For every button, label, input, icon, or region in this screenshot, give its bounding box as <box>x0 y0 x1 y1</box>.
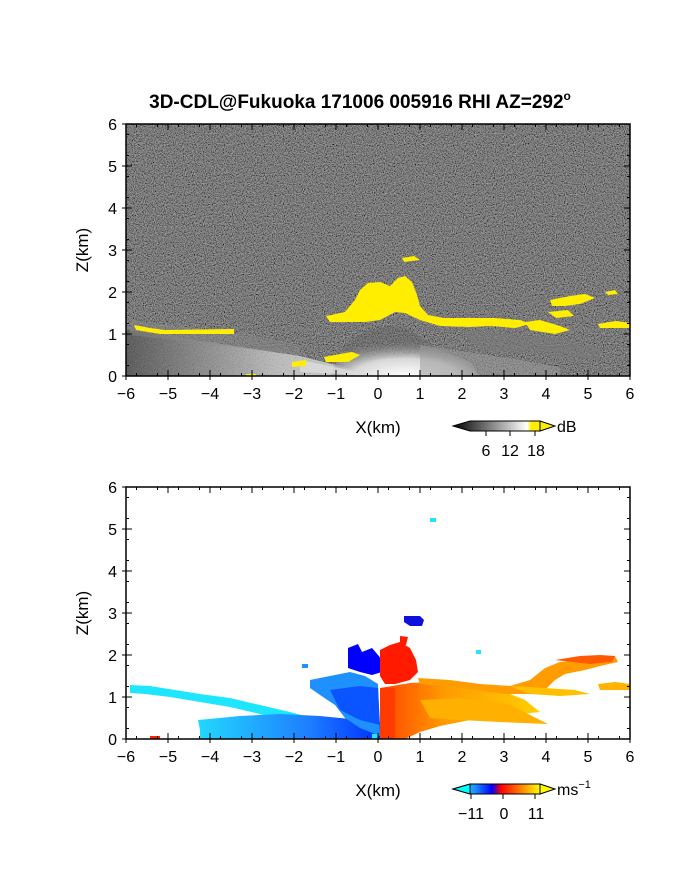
title-degree: o <box>564 89 571 103</box>
velocity-x-tick-label: −4 <box>201 749 219 766</box>
velocity-colorbar-tick: 0 <box>500 806 509 823</box>
velocity-x-tick-label: −3 <box>243 749 261 766</box>
reflectivity-x-tick-label: 2 <box>458 386 467 403</box>
reflectivity-y-tick-label: 4 <box>108 201 117 218</box>
velocity-x-tick-label: 2 <box>458 749 467 766</box>
reflectivity-yellow-echoes <box>134 256 630 376</box>
reflectivity-y-tick-labels: 0 1 2 3 4 5 6 <box>108 117 117 386</box>
reflectivity-x-tick-label: 4 <box>542 386 551 403</box>
velocity-xlabel: X(km) <box>355 781 400 800</box>
velocity-y-tick-label: 4 <box>108 564 117 581</box>
velocity-y-tick-label: 6 <box>108 480 117 497</box>
reflectivity-x-tick-label: 0 <box>374 386 383 403</box>
reflectivity-x-tick-label: −1 <box>327 386 345 403</box>
reflectivity-x-tick-label: −3 <box>243 386 261 403</box>
reflectivity-x-tick-labels: −6 −5 −4 −3 −2 −1 0 1 2 3 4 5 6 <box>117 386 635 403</box>
reflectivity-axis-ticks <box>122 123 631 380</box>
reflectivity-colorbar-tick: 12 <box>501 443 519 460</box>
velocity-top-cell <box>404 616 424 626</box>
reflectivity-colorbar-tick: 6 <box>482 443 491 460</box>
reflectivity-y-tick-label: 0 <box>108 369 117 386</box>
velocity-colorbar-tick: 11 <box>528 806 545 823</box>
velocity-y-tick-label: 1 <box>108 690 117 707</box>
velocity-x-tick-label: 5 <box>584 749 593 766</box>
reflectivity-y-tick-label: 6 <box>108 117 117 134</box>
reflectivity-ylabel: Z(km) <box>73 228 92 272</box>
velocity-x-tick-label: −6 <box>117 749 135 766</box>
velocity-y-tick-label: 0 <box>108 732 117 749</box>
reflectivity-x-tick-label: −6 <box>117 386 135 403</box>
velocity-x-tick-labels: −6 −5 −4 −3 −2 −1 0 1 2 3 4 5 6 <box>117 749 635 766</box>
velocity-colorbar-tick: −11 <box>458 806 484 823</box>
velocity-right-upper-cloud <box>380 642 418 684</box>
reflectivity-y-tick-label: 2 <box>108 285 117 302</box>
velocity-x-tick-label: 6 <box>626 749 635 766</box>
velocity-colorbar-unit: ms−1 <box>557 779 591 799</box>
reflectivity-xlabel: X(km) <box>355 418 400 437</box>
velocity-x-tick-label: 4 <box>542 749 551 766</box>
velocity-x-tick-label: −5 <box>159 749 177 766</box>
reflectivity-y-tick-label: 1 <box>108 327 117 344</box>
figure-title: 3D-CDL@Fukuoka 171006 005916 RHI AZ=292o <box>149 89 571 113</box>
velocity-x-tick-label: 0 <box>374 749 383 766</box>
reflectivity-x-tick-label: −5 <box>159 386 177 403</box>
velocity-x-tick-label: −2 <box>285 749 303 766</box>
reflectivity-x-tick-label: 1 <box>416 386 425 403</box>
velocity-y-tick-labels: 0 1 2 3 4 5 6 <box>108 480 117 749</box>
reflectivity-x-tick-label: −4 <box>201 386 219 403</box>
reflectivity-colorbar-tick: 18 <box>527 443 545 460</box>
velocity-axis-ticks <box>122 486 631 743</box>
velocity-right-elevated-layer <box>418 656 618 694</box>
velocity-left-lowband <box>198 714 380 739</box>
reflectivity-x-tick-label: −2 <box>285 386 303 403</box>
velocity-x-tick-label: 1 <box>416 749 425 766</box>
reflectivity-x-tick-label: 6 <box>626 386 635 403</box>
reflectivity-y-tick-label: 3 <box>108 243 117 260</box>
velocity-x-tick-label: −1 <box>327 749 345 766</box>
velocity-x-tick-label: 3 <box>500 749 509 766</box>
velocity-ylabel: Z(km) <box>73 591 92 635</box>
velocity-y-tick-label: 3 <box>108 606 117 623</box>
reflectivity-y-tick-label: 5 <box>108 159 117 176</box>
reflectivity-colorbar: dB 6 12 18 <box>451 419 577 460</box>
velocity-left-upper-cloud <box>348 644 388 675</box>
velocity-colorbar: ms−1 −11 0 11 <box>451 779 591 823</box>
velocity-y-tick-label: 2 <box>108 648 117 665</box>
reflectivity-x-tick-label: 5 <box>584 386 593 403</box>
reflectivity-colorbar-unit: dB <box>557 419 577 436</box>
velocity-y-tick-label: 5 <box>108 522 117 539</box>
reflectivity-x-tick-label: 3 <box>500 386 509 403</box>
